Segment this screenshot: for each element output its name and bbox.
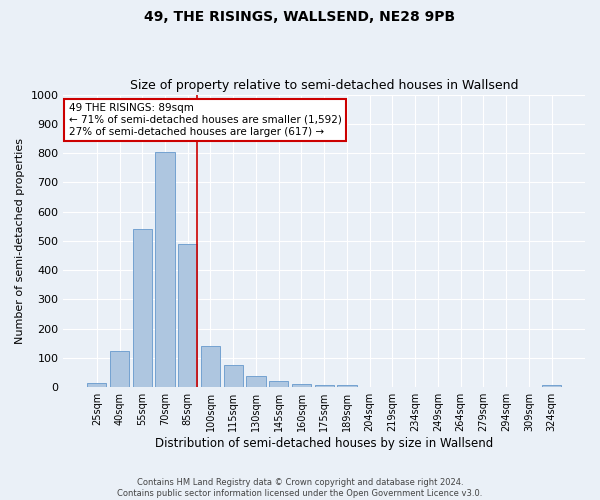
Text: 49, THE RISINGS, WALLSEND, NE28 9PB: 49, THE RISINGS, WALLSEND, NE28 9PB — [145, 10, 455, 24]
Text: 49 THE RISINGS: 89sqm
← 71% of semi-detached houses are smaller (1,592)
27% of s: 49 THE RISINGS: 89sqm ← 71% of semi-deta… — [68, 104, 341, 136]
Bar — [314, 385, 334, 387]
Bar — [110, 350, 129, 387]
Bar — [247, 376, 266, 387]
Bar — [133, 229, 152, 387]
Bar — [155, 152, 175, 387]
Bar — [269, 381, 289, 387]
Bar — [201, 346, 220, 387]
Bar — [337, 385, 356, 387]
Title: Size of property relative to semi-detached houses in Wallsend: Size of property relative to semi-detach… — [130, 79, 518, 92]
X-axis label: Distribution of semi-detached houses by size in Wallsend: Distribution of semi-detached houses by … — [155, 437, 493, 450]
Text: Contains HM Land Registry data © Crown copyright and database right 2024.
Contai: Contains HM Land Registry data © Crown c… — [118, 478, 482, 498]
Y-axis label: Number of semi-detached properties: Number of semi-detached properties — [15, 138, 25, 344]
Bar — [224, 366, 243, 387]
Bar — [292, 384, 311, 387]
Bar — [542, 385, 561, 387]
Bar — [87, 383, 106, 387]
Bar — [178, 244, 197, 387]
